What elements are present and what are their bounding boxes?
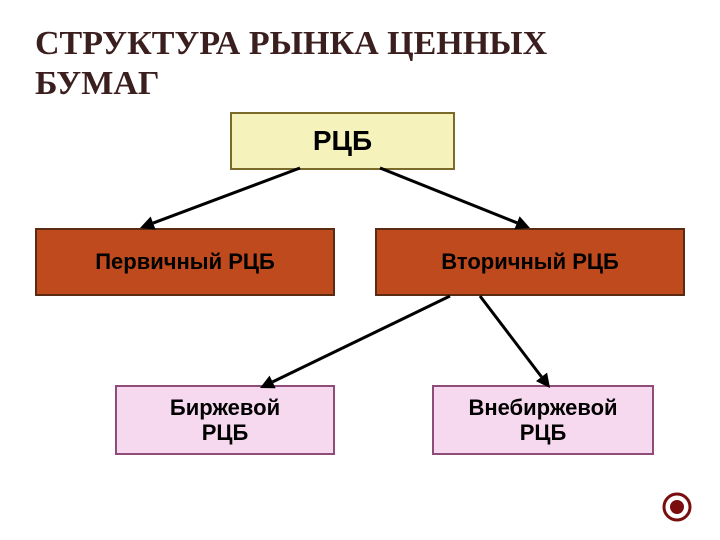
node-primary: Первичный РЦБ	[35, 228, 335, 296]
node-root-label: РЦБ	[313, 125, 372, 157]
bullseye-icon	[662, 492, 692, 522]
page-title: СТРУКТУРА РЫНКА ЦЕННЫХ БУМАГ	[35, 24, 635, 104]
node-secondary: Вторичный РЦБ	[375, 228, 685, 296]
node-primary-label: Первичный РЦБ	[95, 249, 275, 274]
node-otc: ВнебиржевойРЦБ	[432, 385, 654, 455]
node-otc-label: ВнебиржевойРЦБ	[468, 395, 617, 446]
node-secondary-label: Вторичный РЦБ	[441, 249, 619, 274]
node-exchange: БиржевойРЦБ	[115, 385, 335, 455]
node-exchange-label: БиржевойРЦБ	[170, 395, 280, 446]
node-root: РЦБ	[230, 112, 455, 170]
